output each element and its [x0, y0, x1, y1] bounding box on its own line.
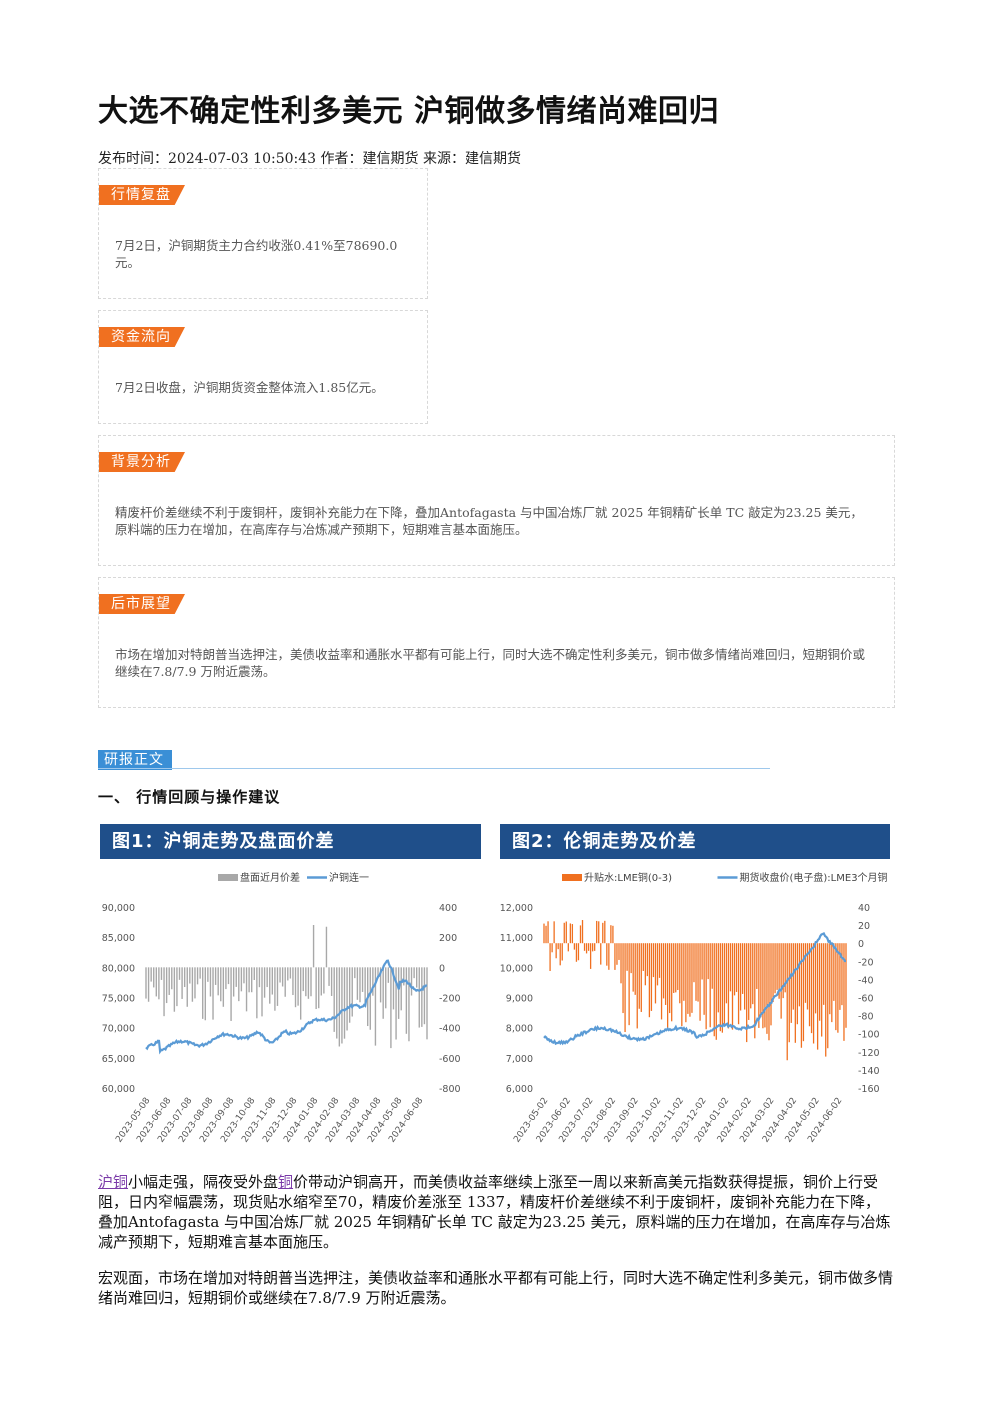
y-tick-right: -160 — [858, 1084, 880, 1095]
legend-label-line: 沪铜连一 — [329, 871, 369, 884]
section-box-funds: 资金流向 7月2日收盘，沪铜期货资金整体流入1.85亿元。 — [98, 310, 428, 424]
article-meta: 发布时间：2024-07-03 10:50:43 作者：建信期货 来源：建信期货 — [98, 151, 521, 167]
section-tag: 背景分析 — [99, 452, 185, 472]
report-tag: 研报正文 — [98, 750, 172, 770]
y-tick-left: 80,000 — [102, 963, 135, 974]
y-tick-left: 65,000 — [102, 1054, 135, 1065]
y-tick-left: 10,000 — [500, 963, 533, 974]
y-tick-right: -100 — [858, 1030, 880, 1041]
report-divider — [98, 768, 770, 769]
y-tick-left: 70,000 — [102, 1024, 135, 1035]
y-tick-right: -140 — [858, 1066, 880, 1077]
y-tick-left: 90,000 — [102, 903, 135, 914]
y-tick-right: -800 — [439, 1084, 461, 1095]
chart-1-plot: 盘面近月价差 沪铜连一 90,000 85,000 80,000 75,000 70,000… — [102, 871, 461, 1145]
y-tick-right: -80 — [858, 1012, 874, 1023]
body-paragraph-2: 宏观面，市场在增加对特朗普当选押注，美债收益率和通胀水平都有可能上行，同时大选不… — [98, 1269, 894, 1307]
legend-label-bars: 盘面近月价差 — [240, 871, 300, 884]
chart-1: 图1：沪铜走势及盘面价差 盘面近月价差 沪铜连一 90,000 85,000 80,00… — [100, 824, 481, 1150]
y-tick-right: -60 — [858, 994, 874, 1005]
chart-2-header: 图2：伦铜走势及价差 — [500, 824, 890, 859]
y-tick-right: 200 — [439, 933, 457, 944]
article-title: 大选不确定性利多美元 沪铜做多情绪尚难回归 — [98, 94, 719, 129]
y-tick-right: 40 — [858, 903, 870, 914]
section-tag: 资金流向 — [99, 327, 185, 347]
section-box-outlook: 后市展望 市场在增加对特朗普当选押注，美债收益率和通胀水平都有可能上行，同时大选… — [98, 577, 895, 708]
paragraph-text: 小幅走强，隔夜受外盘 — [128, 1173, 279, 1191]
y-tick-left: 12,000 — [500, 903, 533, 914]
y-tick-left: 11,000 — [500, 933, 533, 944]
section-heading: 一、 行情回顾与操作建议 — [98, 788, 281, 806]
body-paragraph-1: 沪铜小幅走强，隔夜受外盘铜价带动沪铜高开，而美债收益率继续上涨至一周以来新高美元… — [98, 1172, 894, 1252]
chart-2: 图2：伦铜走势及价差 升贴水:LME铜(0-3) 期货收盘价(电子盘):LME3个… — [500, 824, 890, 1150]
y-tick-right: -200 — [439, 994, 461, 1005]
y-tick-left: 60,000 — [102, 1084, 135, 1095]
y-tick-right: -20 — [858, 957, 874, 968]
legend-label-bars: 升贴水:LME铜(0-3) — [584, 871, 672, 884]
copper-link[interactable]: 沪铜 — [98, 1173, 129, 1191]
series-line — [145, 959, 428, 1055]
chart-2-plot: 升贴水:LME铜(0-3) 期货收盘价(电子盘):LME3个月铜 12,000 11,… — [500, 871, 888, 1145]
y-tick-left: 9,000 — [506, 994, 533, 1005]
legend-label-line: 期货收盘价(电子盘):LME3个月铜 — [740, 871, 888, 884]
y-tick-right: 400 — [439, 903, 457, 914]
y-tick-left: 75,000 — [102, 994, 135, 1005]
section-box-review: 行情复盘 7月2日，沪铜期货主力合约收涨0.41%至78690.0元。 — [98, 168, 428, 299]
y-tick-right: -120 — [858, 1048, 880, 1059]
y-tick-right: 20 — [858, 921, 870, 932]
y-tick-left: 7,000 — [506, 1054, 533, 1065]
y-tick-left: 6,000 — [506, 1084, 533, 1095]
y-tick-right: 0 — [858, 939, 864, 950]
paragraph-text: 价带动沪铜高开，而美债收益率继续上涨至一周以来新高美元指数获得提振，铜价上行受阻… — [98, 1173, 891, 1251]
y-tick-left: 8,000 — [506, 1024, 533, 1035]
y-tick-left: 85,000 — [102, 933, 135, 944]
section-text: 精废杆价差继续不利于废铜杆，废铜补充能力在下降，叠加Antofagasta 与中… — [115, 505, 863, 537]
section-tag: 后市展望 — [99, 594, 185, 614]
y-tick-right: 0 — [439, 963, 445, 974]
section-text: 7月2日，沪铜期货主力合约收涨0.41%至78690.0元。 — [115, 238, 398, 270]
y-tick-right: -400 — [439, 1024, 461, 1035]
legend-swatch-bars — [218, 874, 238, 881]
y-tick-right: -40 — [858, 975, 874, 986]
y-tick-right: -600 — [439, 1054, 461, 1065]
section-tag: 行情复盘 — [99, 185, 185, 205]
chart-1-header: 图1：沪铜走势及盘面价差 — [100, 824, 481, 859]
series-line — [543, 932, 846, 1046]
section-text: 市场在增加对特朗普当选押注，美债收益率和通胀水平都有可能上行，同时大选不确定性利… — [115, 647, 866, 679]
section-box-background: 背景分析 精废杆价差继续不利于废铜杆，废铜补充能力在下降，叠加Antofagas… — [98, 435, 895, 566]
legend-swatch-bars — [562, 874, 582, 881]
copper-link-2[interactable]: 铜 — [278, 1173, 294, 1191]
section-text: 7月2日收盘，沪铜期货资金整体流入1.85亿元。 — [115, 380, 384, 395]
